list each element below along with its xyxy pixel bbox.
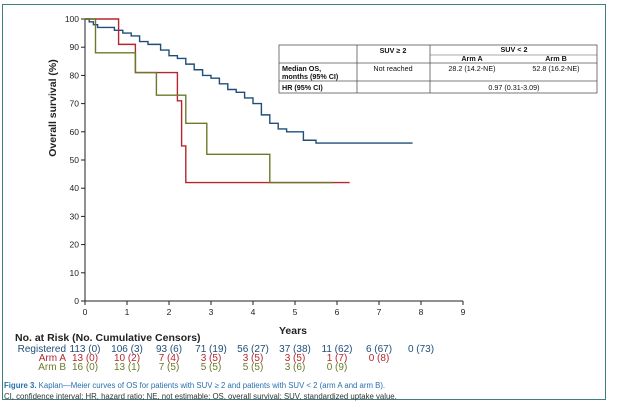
- risk-cell: 3 (5): [200, 353, 222, 364]
- table-median-suv-ge2: Not reached: [373, 64, 412, 73]
- x-tick-label: 9: [461, 307, 466, 317]
- table-row-median-label-2: months (95% CI): [282, 72, 339, 81]
- risk-cell: 0 (73): [407, 344, 435, 355]
- x-tick-label: 3: [209, 307, 214, 317]
- table-row-median-label-1: Median OS,: [282, 64, 321, 73]
- risk-cell: 11 (62): [321, 344, 353, 355]
- caption-abbreviations: CI, confidence interval; HR, hazard rati…: [4, 392, 397, 401]
- y-tick-label: 40: [70, 183, 80, 193]
- risk-cell: 0 (9): [326, 362, 348, 373]
- x-tick-label: 5: [293, 307, 298, 317]
- risk-cell: 71 (19): [195, 344, 227, 355]
- y-tick-label: 70: [70, 99, 80, 109]
- curve-arm-b: [85, 18, 333, 184]
- table-header-arm-a: Arm A: [461, 54, 482, 63]
- risk-cell: 1 (7): [326, 353, 348, 364]
- y-tick-label: 80: [70, 70, 80, 80]
- y-tick-label: 30: [70, 211, 80, 221]
- risk-cell: 7 (5): [158, 362, 180, 373]
- y-tick-label: 20: [70, 240, 80, 250]
- table-median-arm-b: 52.8 (16.2-NE): [532, 64, 579, 73]
- x-tick-label: 1: [125, 307, 130, 317]
- y-tick-label: 0: [74, 296, 79, 306]
- table-median-arm-a: 28.2 (14.2-NE): [448, 64, 495, 73]
- y-axis-label: Overall survival (%): [47, 59, 59, 156]
- curve-arm-a: [85, 18, 350, 184]
- risk-cell: 3 (6): [284, 362, 306, 373]
- x-axis-label: Years: [279, 325, 307, 337]
- risk-row-label: Registered: [17, 344, 66, 355]
- risk-cell: 37 (38): [279, 344, 311, 355]
- risk-cell: 7 (4): [158, 353, 180, 364]
- risk-cell: 13 (1): [113, 362, 141, 373]
- figure-caption: Figure 3. Kaplan—Meier curves of OS for …: [4, 380, 604, 402]
- risk-cell: 3 (5): [284, 353, 306, 364]
- risk-row-arm-b: Arm B 16 (0) 13 (1) 7 (5) 5 (5) 5 (5) 3 (6) 0 (…: [0, 362, 500, 374]
- caption-figure-label: Figure 3.: [4, 381, 37, 390]
- x-tick-label: 6: [335, 307, 340, 317]
- risk-row-label: Arm B: [38, 362, 66, 373]
- table-header-suv-lt2: SUV < 2: [501, 45, 528, 54]
- risk-cell: 106 (3): [111, 344, 143, 355]
- summary-table: SUV ≥ 2 SUV < 2 Arm A Arm B Median OS, m…: [278, 44, 598, 94]
- y-tick-label: 100: [65, 14, 79, 24]
- y-tick-label: 60: [70, 127, 80, 137]
- y-tick-label: 90: [70, 42, 80, 52]
- risk-cell: 93 (6): [155, 344, 183, 355]
- figure-frame: [2, 4, 606, 400]
- caption-main: Kaplan—Meier curves of OS for patients w…: [38, 381, 386, 390]
- risk-row-label: Arm A: [38, 353, 66, 364]
- x-tick-label: 7: [377, 307, 382, 317]
- risk-cell: 56 (27): [237, 344, 269, 355]
- risk-cell: 5 (5): [200, 362, 222, 373]
- x-tick-label: 4: [251, 307, 256, 317]
- table-header-suv-ge2: SUV ≥ 2: [380, 46, 407, 55]
- table-hr-value: 0.97 (0.31-3.09): [488, 83, 539, 92]
- table-header-arm-b: Arm B: [545, 54, 567, 63]
- curves: [85, 18, 413, 184]
- table-row-hr-label: HR (95% CI): [282, 83, 323, 92]
- risk-cell: 5 (5): [242, 362, 264, 373]
- risk-row-registered: Registered 113 (0) 106 (3) 93 (6) 71 (19) 56 …: [0, 344, 500, 356]
- risk-cell: 113 (0): [69, 344, 101, 355]
- risk-cell: 6 (67): [365, 344, 393, 355]
- x-tick-label: 0: [83, 307, 88, 317]
- x-tick-label: 2: [167, 307, 172, 317]
- y-tick-label: 50: [70, 155, 80, 165]
- risk-row-arm-a: Arm A 13 (0) 10 (2) 7 (4) 3 (5) 3 (5) 3 (5) 1 (…: [0, 353, 500, 365]
- y-tick-label: 10: [70, 268, 80, 278]
- x-tick-label: 8: [419, 307, 424, 317]
- risk-cell: 16 (0): [71, 362, 99, 373]
- risk-cell: 3 (5): [242, 353, 264, 364]
- risk-cell: 13 (0): [71, 353, 99, 364]
- risk-cell: 0 (8): [368, 353, 390, 364]
- curve-registered: [85, 18, 413, 144]
- risk-table-title: No. at Risk (No. Cumulative Censors): [15, 332, 201, 344]
- risk-cell: 10 (2): [113, 353, 141, 364]
